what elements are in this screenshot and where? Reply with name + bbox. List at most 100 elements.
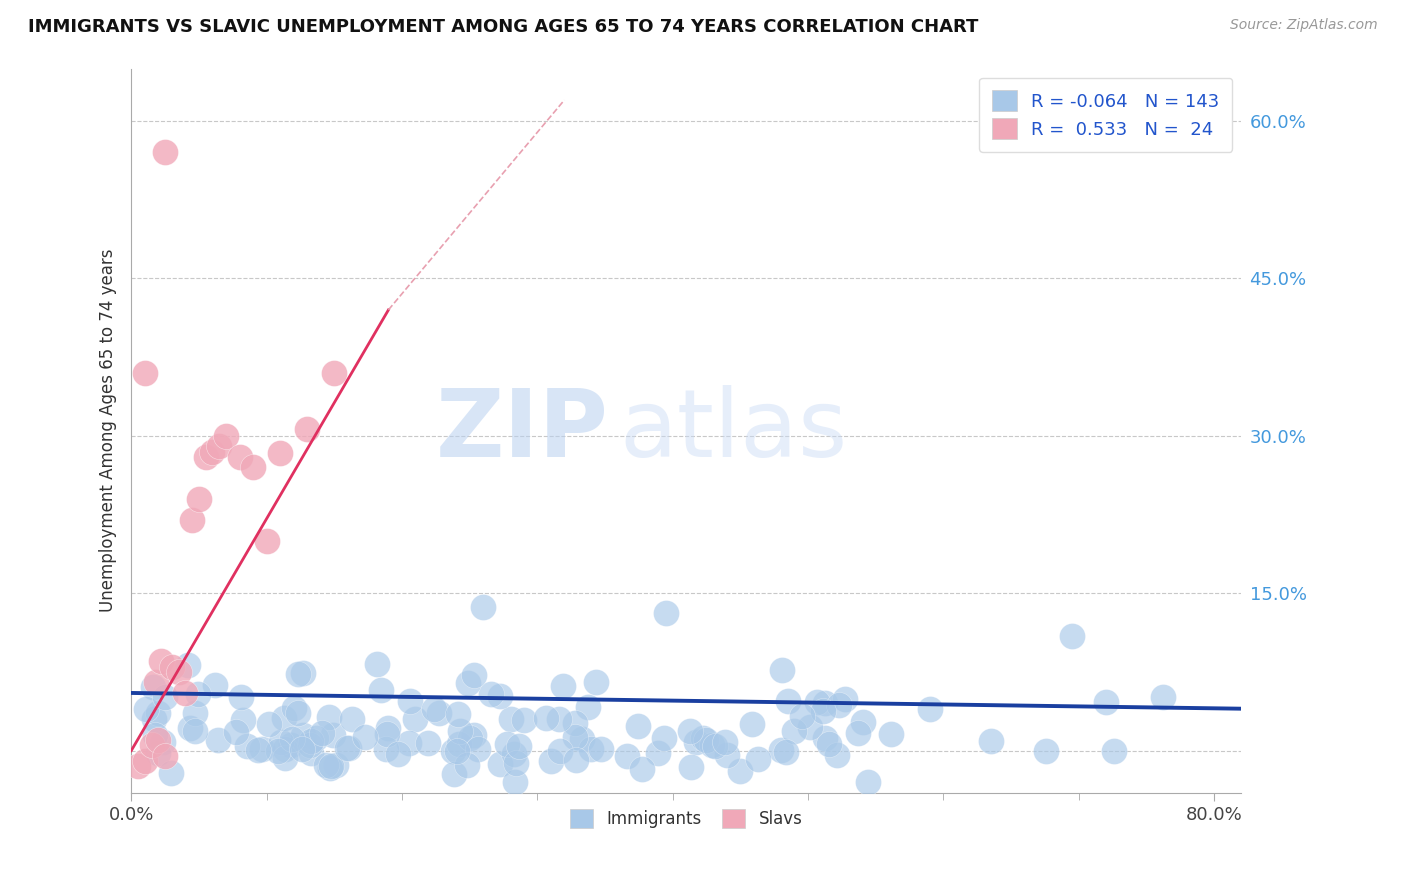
Point xyxy=(505,775,527,789)
Point xyxy=(489,757,512,772)
Point xyxy=(980,733,1002,747)
Point xyxy=(814,731,837,746)
Point xyxy=(366,657,388,671)
Point xyxy=(423,702,446,716)
Point xyxy=(770,743,793,757)
Point xyxy=(770,663,793,677)
Point xyxy=(846,726,869,740)
Point xyxy=(153,145,176,160)
Point xyxy=(204,678,226,692)
Point xyxy=(920,701,942,715)
Point xyxy=(145,675,167,690)
Point xyxy=(775,745,797,759)
Point xyxy=(429,706,451,720)
Point xyxy=(856,775,879,789)
Point xyxy=(716,748,738,763)
Point xyxy=(471,599,494,614)
Point xyxy=(280,739,302,753)
Point xyxy=(215,429,238,443)
Point xyxy=(565,753,588,767)
Point xyxy=(399,693,422,707)
Point xyxy=(208,439,231,453)
Point xyxy=(540,754,562,768)
Point xyxy=(229,690,252,704)
Point xyxy=(281,731,304,746)
Point xyxy=(194,450,217,464)
Point xyxy=(647,746,669,760)
Point xyxy=(799,720,821,734)
Point xyxy=(513,714,536,728)
Point xyxy=(495,737,517,751)
Point xyxy=(336,741,359,756)
Point xyxy=(1102,744,1125,758)
Point xyxy=(135,702,157,716)
Point xyxy=(446,744,468,758)
Point xyxy=(152,735,174,749)
Point xyxy=(564,730,586,744)
Point xyxy=(501,712,523,726)
Point xyxy=(207,733,229,747)
Point xyxy=(247,742,270,756)
Point xyxy=(1152,690,1174,705)
Point xyxy=(375,727,398,741)
Point xyxy=(167,665,190,679)
Point xyxy=(269,446,291,460)
Point xyxy=(299,746,322,760)
Point xyxy=(236,739,259,753)
Point xyxy=(679,759,702,773)
Point xyxy=(353,731,375,745)
Point xyxy=(257,716,280,731)
Point xyxy=(159,766,181,780)
Point xyxy=(551,679,574,693)
Point xyxy=(548,744,571,758)
Point xyxy=(828,698,851,713)
Point xyxy=(142,680,165,694)
Point xyxy=(273,710,295,724)
Point xyxy=(728,764,751,779)
Point xyxy=(228,450,250,464)
Point xyxy=(287,666,309,681)
Point xyxy=(146,747,169,761)
Point xyxy=(695,732,717,747)
Point xyxy=(458,731,481,746)
Point xyxy=(201,444,224,458)
Point xyxy=(339,741,361,756)
Point xyxy=(463,667,485,681)
Point xyxy=(299,739,322,753)
Text: Source: ZipAtlas.com: Source: ZipAtlas.com xyxy=(1230,18,1378,32)
Point xyxy=(225,724,247,739)
Point xyxy=(655,607,678,621)
Point xyxy=(267,744,290,758)
Point xyxy=(181,513,204,527)
Y-axis label: Unemployment Among Ages 65 to 74 years: Unemployment Among Ages 65 to 74 years xyxy=(100,249,117,612)
Point xyxy=(571,732,593,747)
Point xyxy=(1035,744,1057,758)
Point xyxy=(377,721,399,735)
Point xyxy=(134,366,156,380)
Point xyxy=(256,533,278,548)
Point xyxy=(467,742,489,756)
Point xyxy=(700,739,723,753)
Point xyxy=(834,691,856,706)
Point xyxy=(747,752,769,766)
Point xyxy=(232,713,254,727)
Point xyxy=(311,725,333,739)
Point xyxy=(505,756,527,770)
Point xyxy=(741,717,763,731)
Point xyxy=(179,721,201,735)
Point xyxy=(441,744,464,758)
Point xyxy=(297,421,319,435)
Point xyxy=(155,690,177,704)
Point xyxy=(778,693,800,707)
Point xyxy=(627,719,650,733)
Point xyxy=(184,724,207,739)
Point xyxy=(818,737,841,751)
Point xyxy=(457,676,479,690)
Point xyxy=(564,715,586,730)
Point xyxy=(1062,628,1084,642)
Point xyxy=(488,690,510,704)
Point xyxy=(153,748,176,763)
Point xyxy=(318,710,340,724)
Text: atlas: atlas xyxy=(620,384,848,476)
Point xyxy=(692,731,714,745)
